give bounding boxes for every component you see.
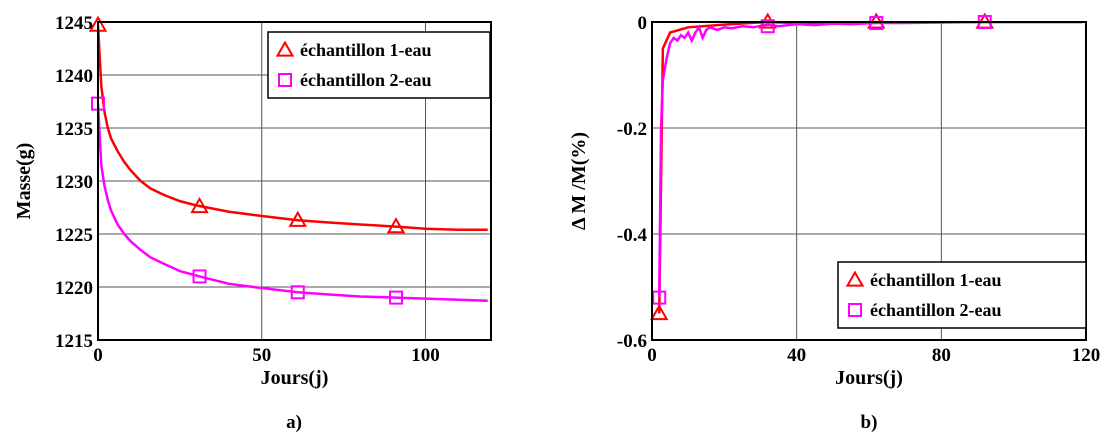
data-point-marker-2 bbox=[389, 290, 404, 305]
x-tick-label: 0 bbox=[647, 345, 657, 366]
y-tick-label: 1240 bbox=[55, 66, 93, 87]
data-point-marker-2 bbox=[869, 16, 884, 31]
chart-panel-a: 0 50 100 1215 1220 1225 1230 1235 1240 1245 Jours(… bbox=[13, 13, 492, 433]
data-point-marker-2 bbox=[652, 290, 667, 305]
y-tick-label: 1225 bbox=[55, 225, 93, 246]
legend-marker-1 bbox=[845, 270, 865, 287]
series-line-2 bbox=[657, 22, 1083, 298]
x-tick-label: 40 bbox=[787, 345, 806, 366]
data-point-marker-1 bbox=[190, 196, 209, 214]
legend-box bbox=[267, 31, 491, 99]
data-point-marker-2 bbox=[192, 269, 207, 284]
legend: échantillon 1-eau échantillon 2-eau bbox=[267, 31, 491, 99]
panel-caption: a) bbox=[286, 412, 302, 433]
data-point-marker-1 bbox=[288, 210, 307, 227]
data-point-marker-2 bbox=[290, 285, 305, 300]
chart-panel-b: 0 40 80 120 -0.6 -0.4 -0.2 0 Jours(j) Δ M /M(%) éc… bbox=[568, 12, 1101, 433]
x-tick-label: 80 bbox=[932, 345, 951, 366]
legend-marker-2 bbox=[278, 73, 292, 87]
x-axis-label: Jours(j) bbox=[835, 367, 903, 389]
legend-label-1: échantillon 1-eau bbox=[300, 40, 432, 60]
panel-caption: b) bbox=[861, 412, 878, 433]
legend-label-1: échantillon 1-eau bbox=[870, 270, 1002, 290]
series-line-2 bbox=[98, 103, 488, 303]
y-tick-label: 1245 bbox=[55, 13, 93, 34]
legend-box bbox=[837, 261, 1087, 329]
x-tick-label: 0 bbox=[93, 345, 103, 366]
plot-frame bbox=[97, 21, 492, 341]
y-tick-label: -0.6 bbox=[617, 331, 647, 352]
legend: échantillon 1-eau échantillon 2-eau bbox=[837, 261, 1087, 329]
x-tick-label: 100 bbox=[411, 345, 440, 366]
data-point-marker-1 bbox=[650, 303, 669, 321]
legend-marker-2 bbox=[848, 303, 862, 317]
y-tick-label: 1230 bbox=[55, 172, 93, 193]
data-point-marker-2 bbox=[760, 19, 775, 34]
data-point-marker-1 bbox=[386, 217, 406, 234]
y-axis-label: Masse(g) bbox=[13, 143, 35, 220]
y-tick-label: 0 bbox=[638, 13, 648, 34]
legend-label-2: échantillon 2-eau bbox=[300, 70, 432, 90]
legend-label-2: échantillon 2-eau bbox=[870, 300, 1002, 320]
y-tick-label: 1220 bbox=[55, 278, 93, 299]
y-tick-label: -0.2 bbox=[617, 119, 647, 140]
y-tick-label: 1215 bbox=[55, 331, 93, 352]
series-line-1 bbox=[98, 25, 488, 232]
x-tick-label: 50 bbox=[252, 345, 271, 366]
x-axis-label: Jours(j) bbox=[261, 367, 329, 389]
legend-marker-1 bbox=[275, 40, 295, 57]
y-tick-label: 1235 bbox=[55, 119, 93, 140]
y-axis-label: Δ M /M(%) bbox=[568, 132, 590, 230]
x-tick-label: 120 bbox=[1072, 345, 1101, 366]
plot-frame bbox=[651, 21, 1087, 341]
y-tick-label: -0.4 bbox=[617, 225, 648, 246]
